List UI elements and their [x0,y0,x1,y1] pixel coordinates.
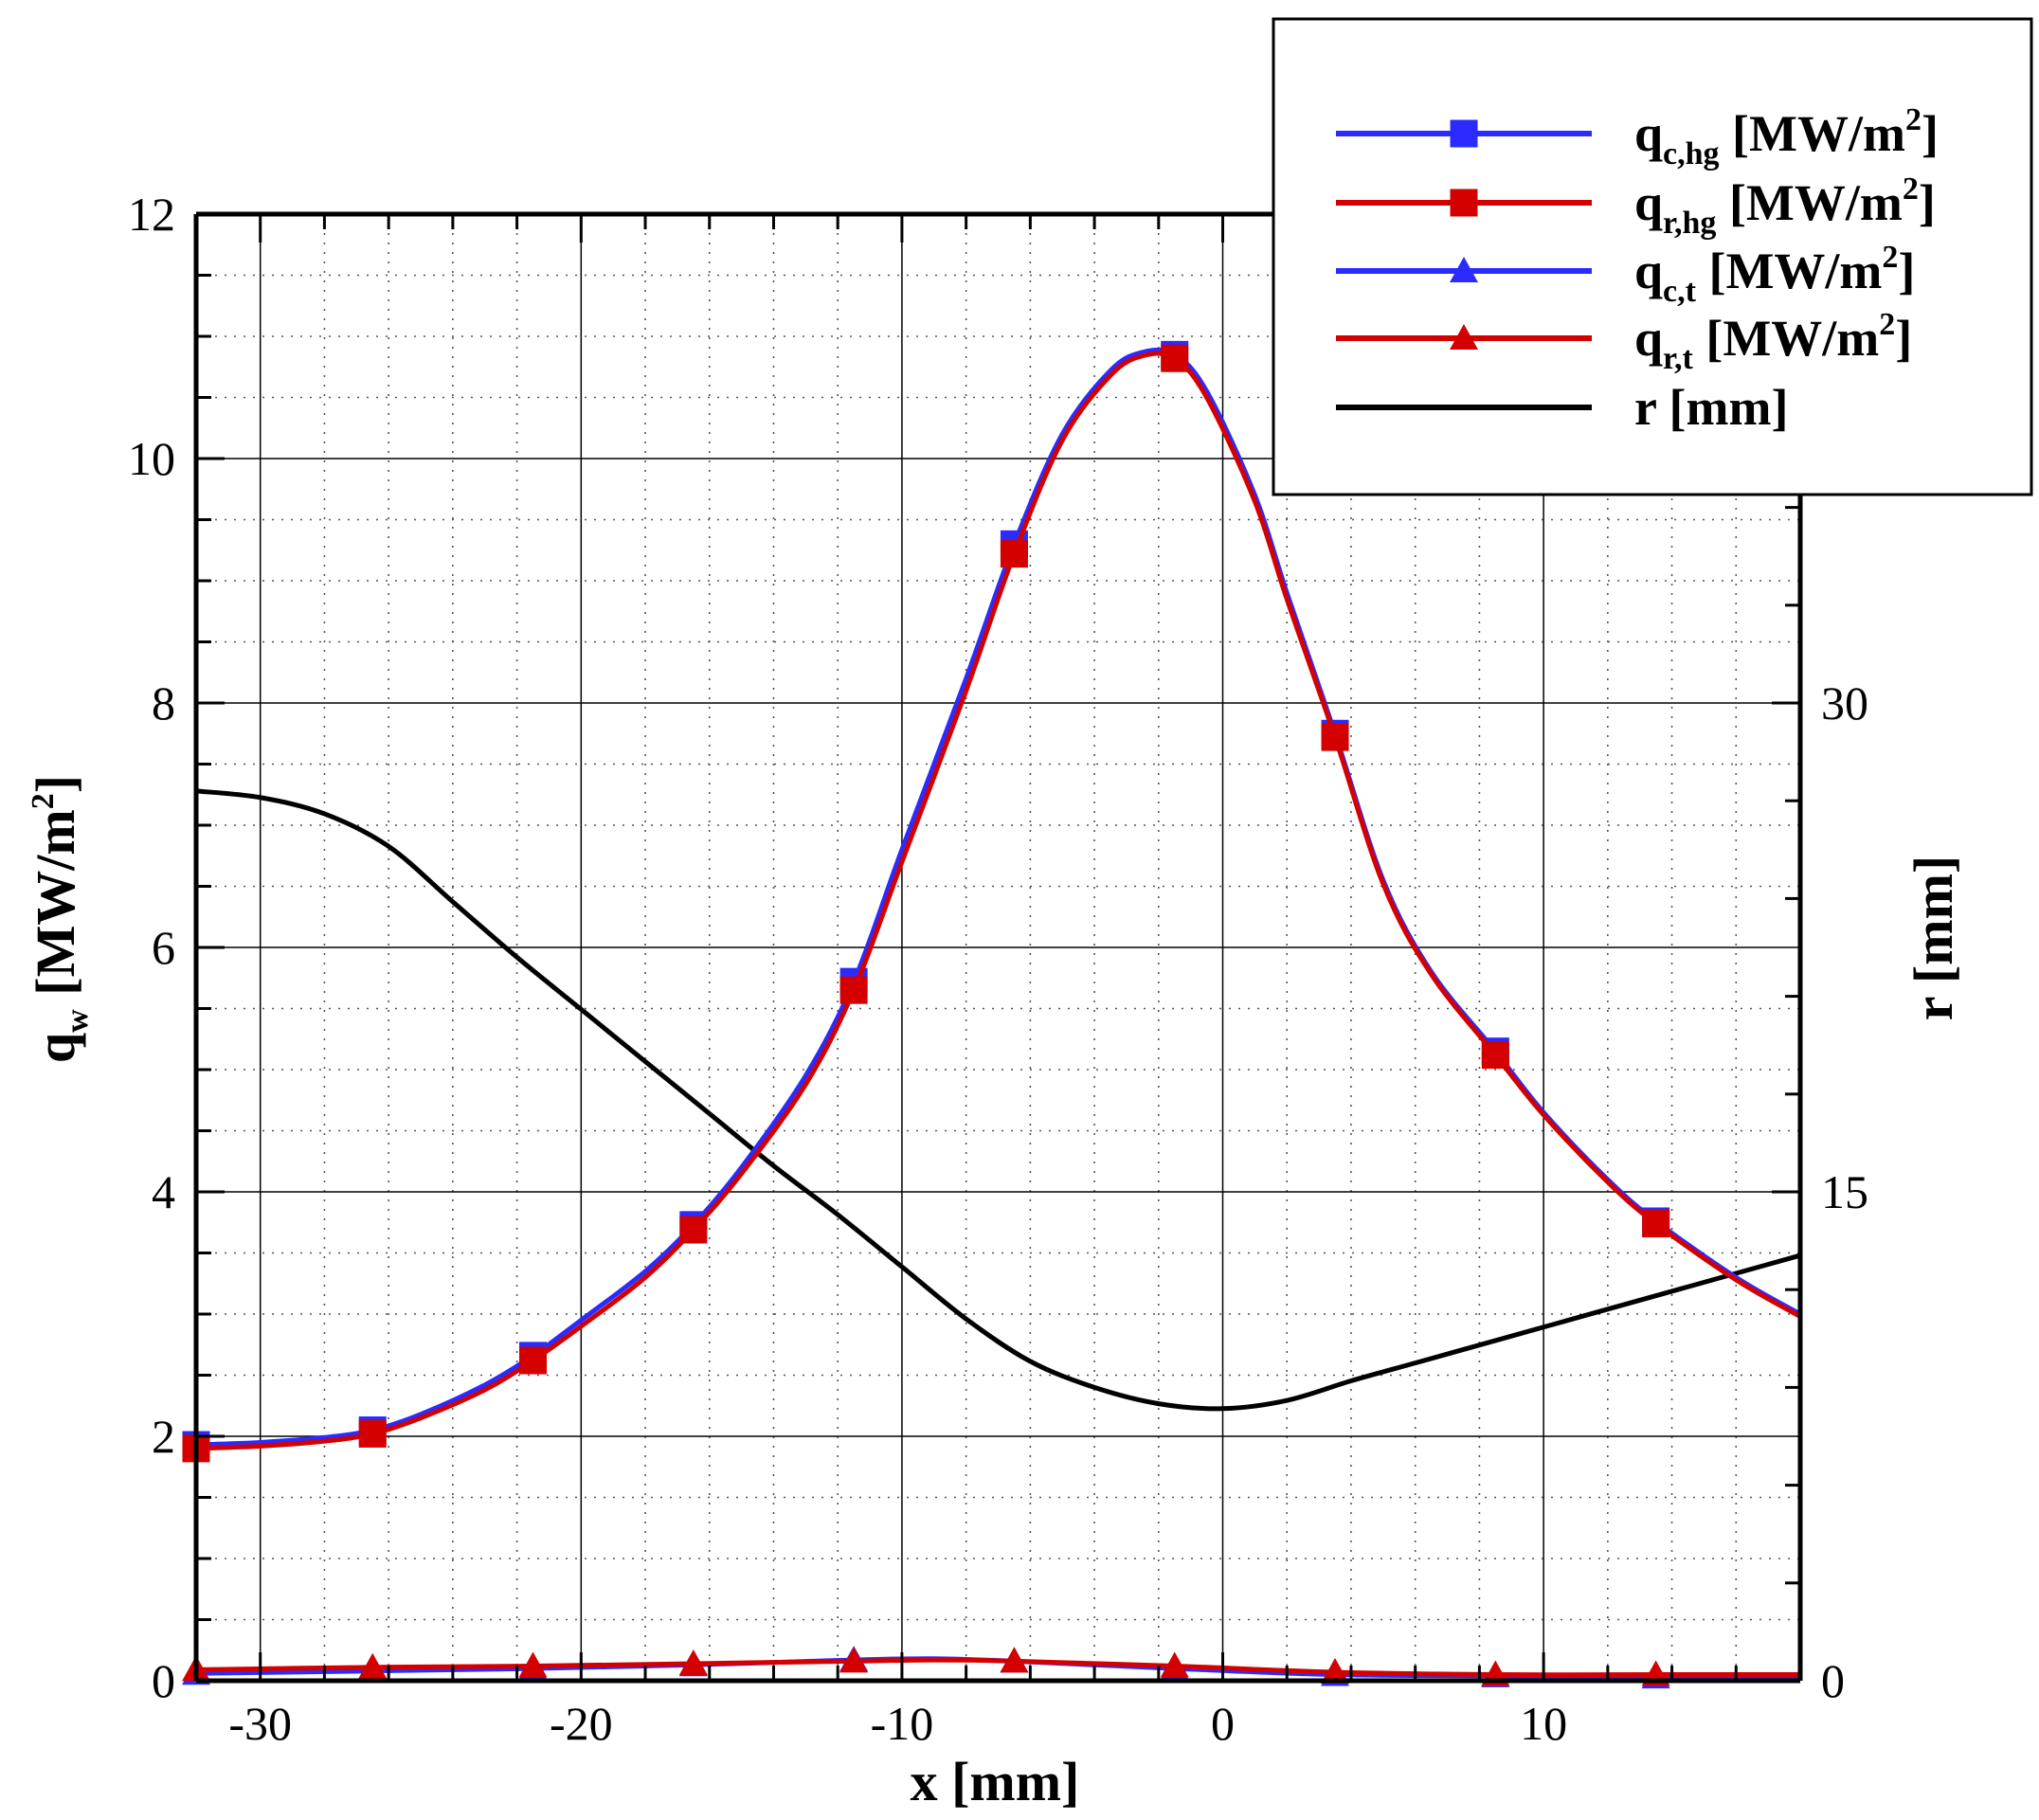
data-point [358,1652,388,1679]
series-q_r,hg [MW/m^2] [182,344,1802,1463]
y-tick-label-left: 8 [152,676,175,730]
y-tick-label-left: 12 [128,188,175,241]
data-point [1642,1210,1670,1238]
legend: qc,hg [MW/m2]qr,hg [MW/m2]qc,t [MW/m2]qr… [1272,17,2033,496]
data-point [1000,1647,1029,1673]
y-tick-label-left: 6 [152,921,175,974]
series-line [195,347,1802,1448]
legend-box [1272,17,2033,496]
data-point [839,1647,869,1673]
legend-label: qc,hg [MW/m2] [1634,102,1939,171]
legend-label: qr,hg [MW/m2] [1634,171,1936,241]
legend-marker [1450,257,1478,282]
x-axis-title: x [mm] [911,1751,1080,1812]
x-tick-label: -10 [871,1697,934,1750]
series-layer [182,340,1802,1689]
series-line [195,1657,1800,1678]
legend-entry-qc_hg: qc,hg [MW/m2] [1336,102,1939,171]
series-q_r,t [MW/m^2] [182,1647,1800,1686]
x-tick-label: -20 [550,1697,613,1750]
y-axis-title-right: r [mm] [1903,856,1964,1020]
y-tick-label-left: 2 [152,1410,175,1463]
data-point [1160,1651,1189,1678]
data-point [1321,723,1349,751]
series-line [195,351,1802,1451]
data-point [1481,1041,1509,1070]
y-tick-label-right: 30 [1821,676,1868,730]
legend-entry-qc_t: qc,t [MW/m2] [1336,240,1915,309]
y-tick-label-left: 4 [152,1165,175,1218]
legend-marker [1450,189,1478,217]
legend-label: qc,t [MW/m2] [1634,240,1915,309]
y-tick-label-left: 10 [128,432,175,485]
data-point [679,1216,708,1244]
data-point [1000,540,1028,568]
legend-entry-r: r [mm] [1336,379,1788,436]
y-tick-label-left: 0 [152,1654,175,1707]
x-tick-label: 0 [1211,1697,1235,1750]
data-point [1321,1657,1350,1684]
data-point [358,1419,387,1448]
legend-marker [1450,324,1478,350]
legend-label: r [mm] [1634,379,1788,436]
tick-labels: -30 -20 -10 0 10 0 2 4 6 8 10 12 0 15 30 [128,188,1868,1750]
data-point [1161,344,1189,372]
legend-entry-qr_hg: qr,hg [MW/m2] [1336,171,1936,241]
y-axis-title-left: qw [MW/m2] [25,775,95,1063]
y-tick-label-right: 0 [1821,1654,1845,1707]
legend-marker [1450,119,1478,148]
x-tick-label: -30 [228,1697,292,1750]
y-tick-label-right: 15 [1821,1165,1868,1218]
legend-entry-qr_t: qr,t [MW/m2] [1336,307,1912,376]
data-point [519,1346,548,1375]
data-point [678,1649,708,1675]
legend-label: qr,t [MW/m2] [1634,307,1912,376]
series-q_c,hg [MW/m^2] [182,340,1802,1459]
data-point [518,1651,548,1678]
series-line [195,788,1801,1412]
data-point [839,976,868,1004]
x-tick-label: 10 [1520,1697,1567,1750]
series-r [mm] [195,788,1801,1412]
